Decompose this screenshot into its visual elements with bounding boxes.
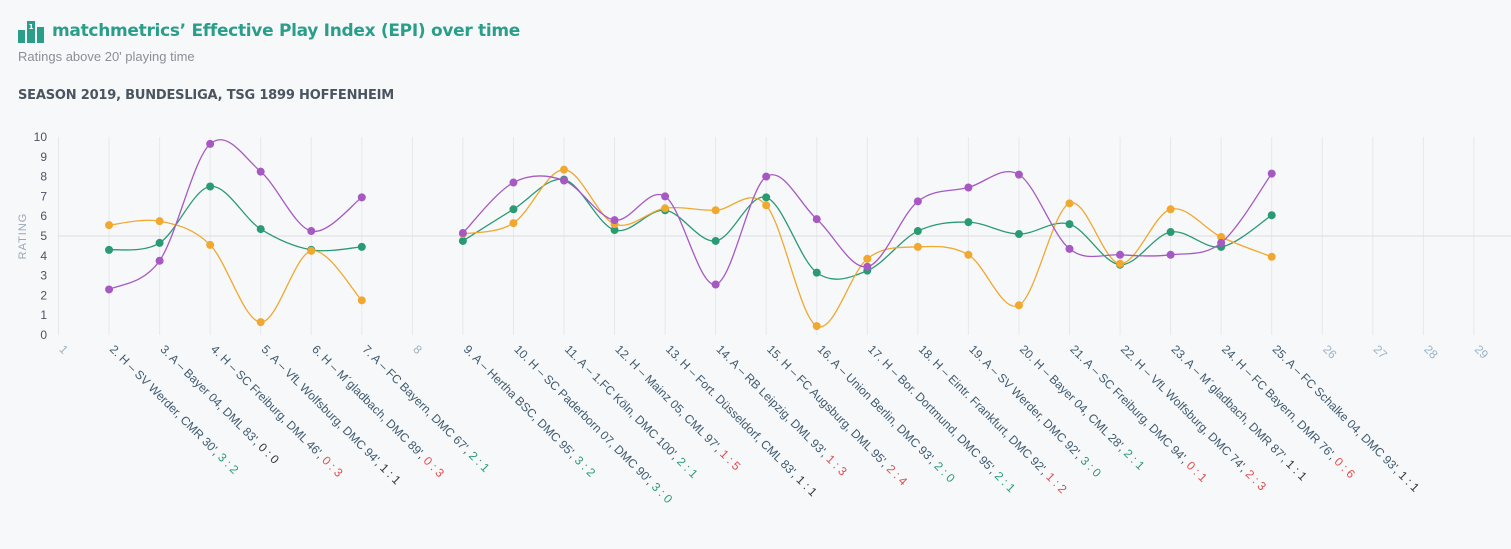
data-point <box>1267 211 1276 220</box>
data-point <box>661 204 670 213</box>
x-tick-label: 1 <box>56 342 71 357</box>
data-point <box>711 206 720 215</box>
data-point <box>661 192 670 201</box>
data-point <box>812 322 821 331</box>
x-tick-label: 29 <box>1472 342 1492 362</box>
data-point <box>206 182 215 191</box>
data-point <box>206 240 215 249</box>
chart-title: matchmetrics’ Effective Play Index (EPI)… <box>52 21 521 41</box>
data-point <box>1065 244 1074 253</box>
y-tick-label: 0 <box>40 328 47 342</box>
title-row: 1 matchmetrics’ Effective Play Index (EP… <box>18 19 520 43</box>
y-tick-label: 1 <box>40 308 47 322</box>
data-point <box>762 201 771 210</box>
y-tick-label: 6 <box>40 209 47 223</box>
data-point <box>155 217 164 226</box>
data-point <box>964 218 973 227</box>
data-point <box>509 219 518 228</box>
y-tick-label: 4 <box>40 249 47 263</box>
data-point <box>711 280 720 289</box>
series-line <box>108 185 362 252</box>
data-point <box>105 245 114 254</box>
series-line <box>462 178 1273 280</box>
data-point <box>610 226 619 235</box>
data-point <box>913 242 922 251</box>
data-point <box>812 268 821 277</box>
data-point <box>1267 252 1276 261</box>
data-point <box>256 318 265 327</box>
data-point <box>964 183 973 192</box>
data-point <box>711 236 720 245</box>
x-tick-label: 28 <box>1421 342 1441 362</box>
data-point <box>1166 205 1175 214</box>
data-point <box>1014 230 1023 239</box>
y-tick-label: 9 <box>40 150 47 164</box>
data-point <box>913 197 922 206</box>
y-tick-label: 3 <box>40 269 47 283</box>
data-point <box>863 262 872 271</box>
series-line <box>462 171 1273 286</box>
data-point <box>560 176 568 185</box>
data-point <box>357 193 366 202</box>
data-point <box>1116 259 1125 268</box>
y-tick-label: 7 <box>40 189 47 203</box>
data-point <box>1014 301 1023 310</box>
y-axis-label: RATING <box>17 213 29 260</box>
x-tick-label: 26 <box>1320 342 1340 362</box>
data-point <box>1166 228 1175 237</box>
data-point <box>964 250 973 259</box>
y-tick-label: 5 <box>40 229 47 243</box>
data-point <box>155 238 164 247</box>
bar-chart-icon: 1 <box>18 19 44 43</box>
data-point <box>1065 199 1074 208</box>
data-point <box>1267 169 1276 178</box>
y-tick-label: 10 <box>34 130 48 144</box>
chart-subtitle: Ratings above 20' playing time <box>18 49 195 64</box>
chart-header: 1 matchmetrics’ Effective Play Index (EP… <box>18 19 520 64</box>
data-point <box>357 242 366 251</box>
data-point <box>256 225 265 234</box>
data-point <box>762 193 771 202</box>
y-tick-label: 8 <box>40 170 47 184</box>
data-point <box>458 229 467 238</box>
data-point <box>155 256 164 265</box>
data-point <box>307 227 316 236</box>
data-point <box>913 227 922 236</box>
data-point <box>1065 220 1074 229</box>
data-point <box>509 178 518 187</box>
data-point <box>357 296 366 305</box>
data-point <box>1217 238 1226 247</box>
data-point <box>509 205 518 214</box>
data-point <box>1116 250 1125 259</box>
svg-text:1: 1 <box>29 23 34 31</box>
data-point <box>206 139 215 148</box>
data-point <box>105 285 114 294</box>
x-tick-label: 8 <box>410 342 425 357</box>
data-point <box>560 165 568 174</box>
data-point <box>1014 170 1023 179</box>
data-point <box>1166 250 1175 259</box>
data-point <box>307 246 316 255</box>
x-tick-label: 27 <box>1371 342 1391 362</box>
data-point <box>458 236 467 245</box>
data-point <box>762 172 771 181</box>
data-point <box>1217 232 1226 241</box>
y-tick-label: 2 <box>40 288 47 302</box>
data-point <box>812 215 821 224</box>
data-point <box>610 216 619 225</box>
data-point <box>105 221 114 230</box>
series-line <box>108 139 363 291</box>
season-context: SEASON 2019, BUNDESLIGA, TSG 1899 HOFFEN… <box>18 88 395 103</box>
data-point <box>863 254 872 263</box>
data-point <box>256 167 265 176</box>
